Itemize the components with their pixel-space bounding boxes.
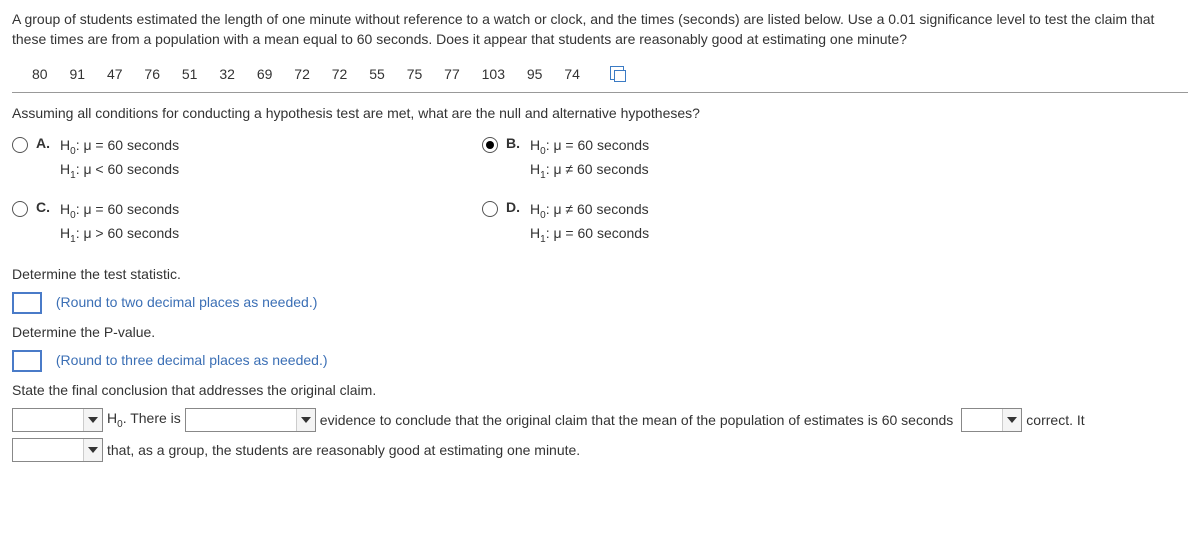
test-statistic-input[interactable]: [12, 292, 42, 314]
problem-intro: A group of students estimated the length…: [12, 10, 1188, 49]
data-value: 32: [219, 66, 235, 82]
pvalue-input[interactable]: [12, 350, 42, 372]
choice-grid: A. H0: μ = 60 seconds H1: μ < 60 seconds…: [12, 135, 912, 246]
conclusion-text: that, as a group, the students are reaso…: [107, 442, 580, 458]
dropdown-correct[interactable]: [961, 408, 1022, 432]
data-value: 47: [107, 66, 123, 82]
label-c: C.: [36, 199, 54, 215]
data-value: 51: [182, 66, 198, 82]
conclusion-line-1: H0. There is evidence to conclude that t…: [12, 408, 1188, 432]
label-b: B.: [506, 135, 524, 151]
hypotheses-b: H0: μ = 60 seconds H1: μ ≠ 60 seconds: [530, 135, 649, 183]
radio-a[interactable]: [12, 137, 28, 153]
choice-c[interactable]: C. H0: μ = 60 seconds H1: μ > 60 seconds: [12, 199, 442, 247]
choice-a[interactable]: A. H0: μ = 60 seconds H1: μ < 60 seconds: [12, 135, 442, 183]
dropdown-evidence[interactable]: [185, 408, 316, 432]
pvalue-heading: Determine the P-value.: [12, 324, 1188, 340]
hypotheses-a: H0: μ = 60 seconds H1: μ < 60 seconds: [60, 135, 179, 183]
conclusion-text: evidence to conclude that the original c…: [320, 412, 954, 428]
conclusion-line-2: that, as a group, the students are reaso…: [12, 438, 1188, 462]
test-statistic-hint: (Round to two decimal places as needed.): [56, 294, 317, 310]
data-value: 91: [69, 66, 85, 82]
test-statistic-heading: Determine the test statistic.: [12, 266, 1188, 282]
data-value: 77: [444, 66, 460, 82]
radio-b[interactable]: [482, 137, 498, 153]
data-value: 74: [564, 66, 580, 82]
hypotheses-d: H0: μ ≠ 60 seconds H1: μ = 60 seconds: [530, 199, 649, 247]
dropdown-appears[interactable]: [12, 438, 103, 462]
conclusion-heading: State the final conclusion that addresse…: [12, 382, 1188, 398]
data-value: 72: [332, 66, 348, 82]
data-value: 75: [407, 66, 423, 82]
data-value: 103: [482, 66, 505, 82]
radio-c[interactable]: [12, 201, 28, 217]
chevron-down-icon: [1007, 417, 1017, 423]
hypothesis-question: Assuming all conditions for conducting a…: [12, 105, 1188, 121]
chevron-down-icon: [301, 417, 311, 423]
data-value: 95: [527, 66, 543, 82]
conclusion-text: H0. There is: [107, 410, 181, 430]
data-values: 80 91 47 76 51 32 69 72 72 55 75 77 103 …: [12, 61, 1188, 93]
data-value: 72: [294, 66, 310, 82]
choice-d[interactable]: D. H0: μ ≠ 60 seconds H1: μ = 60 seconds: [482, 199, 912, 247]
data-value: 69: [257, 66, 273, 82]
copy-data-icon[interactable]: [610, 66, 624, 80]
pvalue-hint: (Round to three decimal places as needed…: [56, 352, 328, 368]
hypotheses-c: H0: μ = 60 seconds H1: μ > 60 seconds: [60, 199, 179, 247]
data-value: 76: [144, 66, 160, 82]
conclusion-text: correct. It: [1026, 412, 1084, 428]
label-d: D.: [506, 199, 524, 215]
choice-b[interactable]: B. H0: μ = 60 seconds H1: μ ≠ 60 seconds: [482, 135, 912, 183]
data-value: 80: [32, 66, 48, 82]
data-value: 55: [369, 66, 385, 82]
radio-d[interactable]: [482, 201, 498, 217]
dropdown-reject-fail[interactable]: [12, 408, 103, 432]
chevron-down-icon: [88, 447, 98, 453]
label-a: A.: [36, 135, 54, 151]
chevron-down-icon: [88, 417, 98, 423]
